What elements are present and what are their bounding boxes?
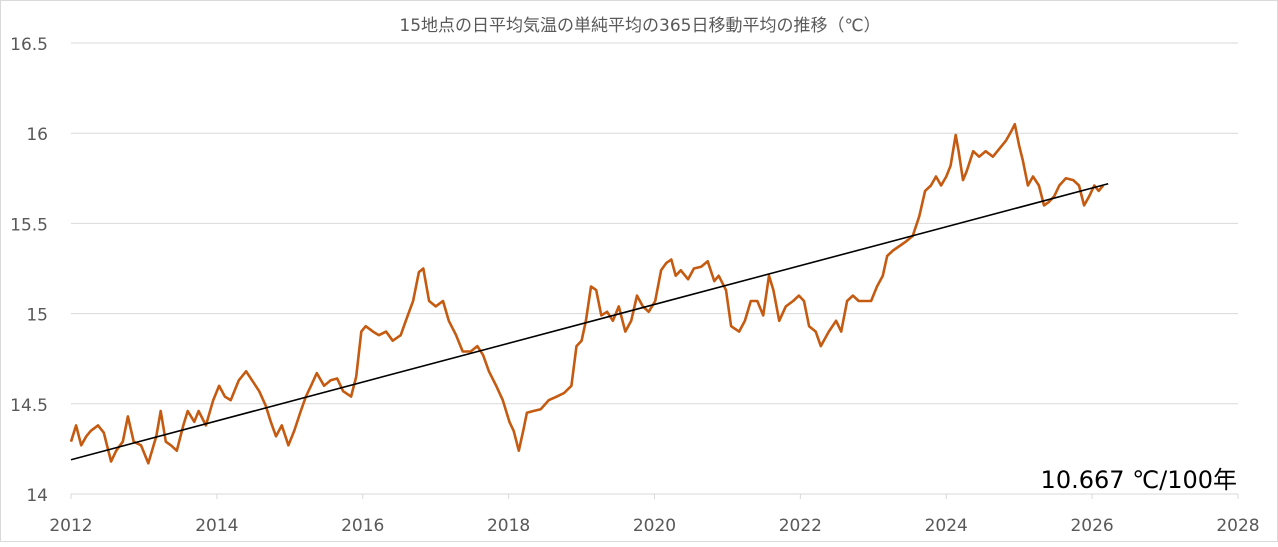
x-tick-label: 2022: [779, 516, 822, 536]
x-axis-ticks: 2012 2014 2016 2018 2020 2022 2024 2026 2028: [49, 494, 1260, 536]
y-tick-label: 15: [26, 306, 48, 326]
y-tick-label: 14.5: [10, 396, 48, 416]
x-tick-label: 2020: [633, 516, 676, 536]
x-tick-label: 2014: [195, 516, 238, 536]
y-tick-label: 16.5: [10, 35, 48, 55]
x-tick-label: 2024: [925, 516, 968, 536]
x-tick-label: 2012: [49, 516, 92, 536]
trend-annotation: 10.667 ℃/100年: [1041, 466, 1237, 494]
y-tick-label: 15.5: [10, 215, 48, 235]
x-tick-label: 2028: [1216, 516, 1259, 536]
series-line: [69, 122, 1105, 465]
y-axis-ticks: 14 14.5 15 15.5 16 16.5: [10, 35, 48, 506]
chart-title: 15地点の日平均気温の単純平均の365日移動平均の推移（℃）: [399, 16, 880, 36]
x-tick-label: 2026: [1070, 516, 1113, 536]
x-tick-label: 2018: [487, 516, 530, 536]
trend-line: [70, 182, 1109, 461]
x-tick-label: 2016: [341, 516, 384, 536]
y-tick-label: 14: [26, 486, 48, 506]
y-tick-label: 16: [26, 125, 48, 145]
gridlines: [71, 42, 1238, 495]
